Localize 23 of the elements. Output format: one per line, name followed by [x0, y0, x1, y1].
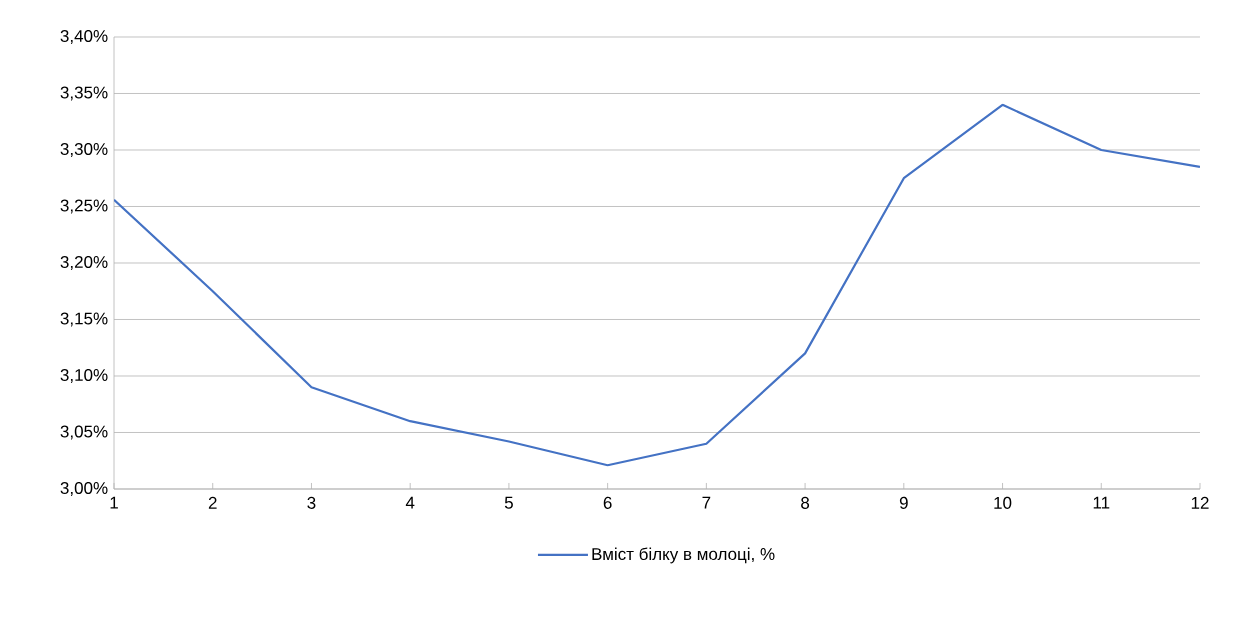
x-tick-label: 3	[307, 496, 316, 509]
y-tick-label: 3,10%	[60, 368, 108, 384]
y-tick-label: 3,25%	[60, 199, 108, 214]
x-tick-label: 6	[603, 496, 612, 509]
x-tick-label: 2	[208, 496, 217, 509]
line-series	[114, 103, 1200, 467]
y-tick-label: 3,15%	[60, 312, 108, 327]
y-tick-label: 3,40%	[60, 29, 108, 45]
x-tick-label: 9	[899, 496, 908, 509]
y-tick-label: 3,00%	[60, 481, 108, 497]
x-tick-label: 11	[1093, 496, 1110, 509]
x-tick-label: 5	[504, 496, 513, 509]
x-tick-label: 4	[405, 496, 415, 509]
x-tick-label: 1	[110, 496, 118, 509]
x-tick-label: 10	[994, 496, 1012, 509]
y-tick-label: 3,35%	[60, 86, 108, 101]
y-tick-label: 3,30%	[60, 142, 108, 158]
y-tick-label: 3,20%	[60, 255, 108, 271]
legend-label: Вміст білку в молоці, %	[592, 547, 775, 564]
x-tick-label: 7	[702, 496, 711, 509]
x-tick-label: 12	[1191, 496, 1209, 509]
x-tick-label: 8	[801, 496, 810, 509]
y-tick-label: 3,05%	[60, 425, 108, 440]
